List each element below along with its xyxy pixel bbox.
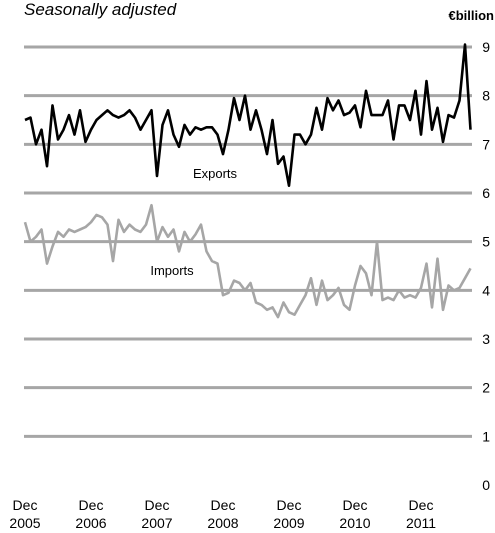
y-tick-label-1: 1 <box>482 428 490 444</box>
y-tick-label-3: 3 <box>482 331 490 347</box>
series-label-imports: Imports <box>150 263 194 278</box>
y-tick-label-4: 4 <box>482 282 490 298</box>
x-tick-month-2007: Dec <box>145 497 170 513</box>
y-tick-label-7: 7 <box>482 136 490 152</box>
y-tick-label-5: 5 <box>482 234 490 250</box>
unit-label: €billion <box>449 8 495 23</box>
y-tick-label-0: 0 <box>482 477 490 493</box>
x-tick-year-2009: 2009 <box>273 515 304 531</box>
series-label-exports: Exports <box>193 166 238 181</box>
x-tick-month-2009: Dec <box>277 497 302 513</box>
y-tick-label-6: 6 <box>482 185 490 201</box>
x-tick-month-2010: Dec <box>343 497 368 513</box>
chart-subtitle: Seasonally adjusted <box>24 0 177 19</box>
x-tick-month-2006: Dec <box>79 497 104 513</box>
y-tick-label-8: 8 <box>482 88 490 104</box>
x-tick-month-2005: Dec <box>13 497 38 513</box>
x-tick-year-2007: 2007 <box>141 515 172 531</box>
x-tick-year-2008: 2008 <box>207 515 238 531</box>
x-tick-month-2011: Dec <box>409 497 434 513</box>
y-tick-label-9: 9 <box>482 39 490 55</box>
x-tick-year-2005: 2005 <box>9 515 40 531</box>
x-tick-month-2008: Dec <box>211 497 236 513</box>
series-line-exports <box>24 43 472 187</box>
y-axis-ticks: 0 1 2 3 4 5 6 7 8 9 <box>482 39 490 493</box>
x-tick-year-2010: 2010 <box>339 515 370 531</box>
y-tick-label-2: 2 <box>482 380 490 396</box>
series-line-imports <box>23 203 472 319</box>
x-tick-year-2011: 2011 <box>406 515 436 531</box>
x-tick-year-2006: 2006 <box>75 515 106 531</box>
x-axis-ticks: Dec 2005 Dec 2006 Dec 2007 Dec 2008 Dec 2009 Dec 20… <box>9 497 436 531</box>
gridlines <box>24 45 472 438</box>
series-lines <box>23 43 472 319</box>
